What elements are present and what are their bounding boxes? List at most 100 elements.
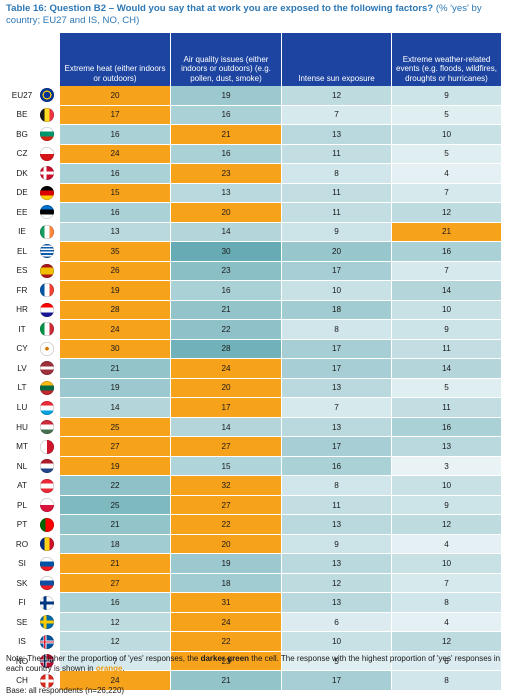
country-code: BE [16, 110, 28, 120]
value-cell-sun-exposure: 11 [282, 203, 392, 223]
table-row: LV 21 24 17 14 [3, 359, 502, 379]
table-row: MT 27 27 17 13 [3, 437, 502, 457]
table-row: IS 12 22 10 12 [3, 632, 502, 652]
value-cell-air-quality: 16 [171, 281, 282, 301]
malta-flag-icon [40, 439, 54, 454]
value-cell-weather-events: 12 [392, 203, 502, 223]
spain-flag-icon [40, 263, 54, 278]
value-cell-air-quality: 22 [171, 632, 282, 652]
country-code: AT [17, 481, 27, 491]
table-row: FI 16 31 13 8 [3, 593, 502, 613]
value-cell-air-quality: 19 [171, 86, 282, 106]
value-cell-extreme-heat: 19 [60, 281, 171, 301]
value-cell-weather-events: 5 [392, 378, 502, 399]
czechia-flag-icon [40, 146, 54, 161]
table-body: EU27 20 19 12 9 BE 17 16 7 5 BG 16 21 13 10 CZ 24 16 11 5 DK… [3, 86, 502, 691]
table-row: EU27 20 19 12 9 [3, 86, 502, 106]
value-cell-sun-exposure: 13 [282, 125, 392, 145]
value-cell-sun-exposure: 20 [282, 242, 392, 262]
value-cell-sun-exposure: 17 [282, 261, 392, 282]
country-code: PL [16, 500, 27, 510]
value-cell-air-quality: 17 [171, 398, 282, 418]
table-row: HR 28 21 18 10 [3, 300, 502, 321]
value-cell-sun-exposure: 9 [282, 534, 392, 555]
value-cell-extreme-heat: 24 [60, 671, 171, 691]
country-code: EL [16, 246, 27, 256]
country-cell: IT [3, 320, 60, 340]
value-cell-extreme-heat: 25 [60, 495, 171, 516]
value-cell-extreme-heat: 26 [60, 261, 171, 282]
table-row: EL 35 30 20 16 [3, 242, 502, 262]
value-cell-air-quality: 16 [171, 144, 282, 165]
table-row: DE 15 13 11 7 [3, 183, 502, 204]
greece-flag-icon [40, 244, 54, 259]
value-cell-air-quality: 27 [171, 495, 282, 516]
value-cell-weather-events: 9 [392, 320, 502, 340]
country-code: MT [16, 442, 28, 452]
value-cell-weather-events: 10 [392, 554, 502, 574]
value-cell-weather-events: 5 [392, 105, 502, 126]
value-cell-sun-exposure: 17 [282, 437, 392, 457]
value-cell-air-quality: 14 [171, 222, 282, 243]
value-cell-sun-exposure: 8 [282, 164, 392, 184]
table-row: SI 21 19 13 10 [3, 554, 502, 574]
value-cell-weather-events: 7 [392, 261, 502, 282]
country-cell: PT [3, 515, 60, 535]
value-cell-sun-exposure: 13 [282, 554, 392, 574]
country-code: SE [16, 617, 28, 627]
value-cell-weather-events: 6 [392, 651, 502, 672]
caption-subtitle: (% 'yes' by country; EU27 and IS, NO, CH… [6, 3, 482, 26]
value-cell-weather-events: 10 [392, 125, 502, 145]
value-cell-air-quality: 14 [171, 417, 282, 438]
table-row: NO 7 23 5 6 [3, 651, 502, 672]
country-code: NL [16, 461, 28, 471]
value-cell-sun-exposure: 7 [282, 105, 392, 126]
value-cell-extreme-heat: 24 [60, 320, 171, 340]
value-cell-extreme-heat: 19 [60, 456, 171, 477]
value-cell-sun-exposure: 11 [282, 495, 392, 516]
value-cell-sun-exposure: 11 [282, 144, 392, 165]
poland-flag-icon [40, 498, 54, 513]
value-cell-air-quality: 24 [171, 359, 282, 379]
country-cell: DK [3, 164, 60, 184]
value-cell-weather-events: 3 [392, 456, 502, 477]
value-cell-sun-exposure: 17 [282, 359, 392, 379]
value-cell-weather-events: 14 [392, 359, 502, 379]
value-cell-weather-events: 12 [392, 632, 502, 652]
country-cell: SE [3, 612, 60, 633]
base-note: Base: all respondents (n=26,220) [6, 686, 125, 695]
table-row: CY 30 28 17 11 [3, 339, 502, 360]
value-cell-weather-events: 4 [392, 534, 502, 555]
value-cell-air-quality: 27 [171, 437, 282, 457]
country-cell: SI [3, 554, 60, 574]
value-cell-extreme-heat: 22 [60, 476, 171, 496]
table-row: CZ 24 16 11 5 [3, 144, 502, 165]
country-cell: CZ [3, 144, 60, 165]
country-cell: EE [3, 203, 60, 223]
value-cell-sun-exposure: 17 [282, 671, 392, 691]
note-text-1: Note: The higher the proportion of 'yes'… [6, 654, 201, 663]
country-code: FR [16, 285, 28, 295]
value-cell-extreme-heat: 15 [60, 183, 171, 204]
table-row: SK 27 18 12 7 [3, 573, 502, 594]
table-row: PL 25 27 11 9 [3, 495, 502, 516]
country-code: EE [16, 207, 28, 217]
country-code: IT [18, 324, 26, 334]
country-code: IE [18, 227, 26, 237]
value-cell-sun-exposure: 13 [282, 378, 392, 399]
value-cell-extreme-heat: 30 [60, 339, 171, 360]
table-row: DK 16 23 8 4 [3, 164, 502, 184]
value-cell-extreme-heat: 21 [60, 515, 171, 535]
iceland-flag-icon [40, 634, 54, 649]
table-row: RO 18 20 9 4 [3, 534, 502, 555]
country-code: BG [16, 129, 28, 139]
column-header-sun-exposure: Intense sun exposure [282, 33, 392, 86]
value-cell-extreme-heat: 12 [60, 632, 171, 652]
table-row: SE 12 24 6 4 [3, 612, 502, 633]
country-code: NO [15, 656, 29, 666]
value-cell-sun-exposure: 12 [282, 86, 392, 106]
germany-flag-icon [40, 185, 54, 200]
slovakia-flag-icon [40, 576, 54, 591]
country-code: CY [16, 344, 28, 354]
country-cell: LV [3, 359, 60, 379]
